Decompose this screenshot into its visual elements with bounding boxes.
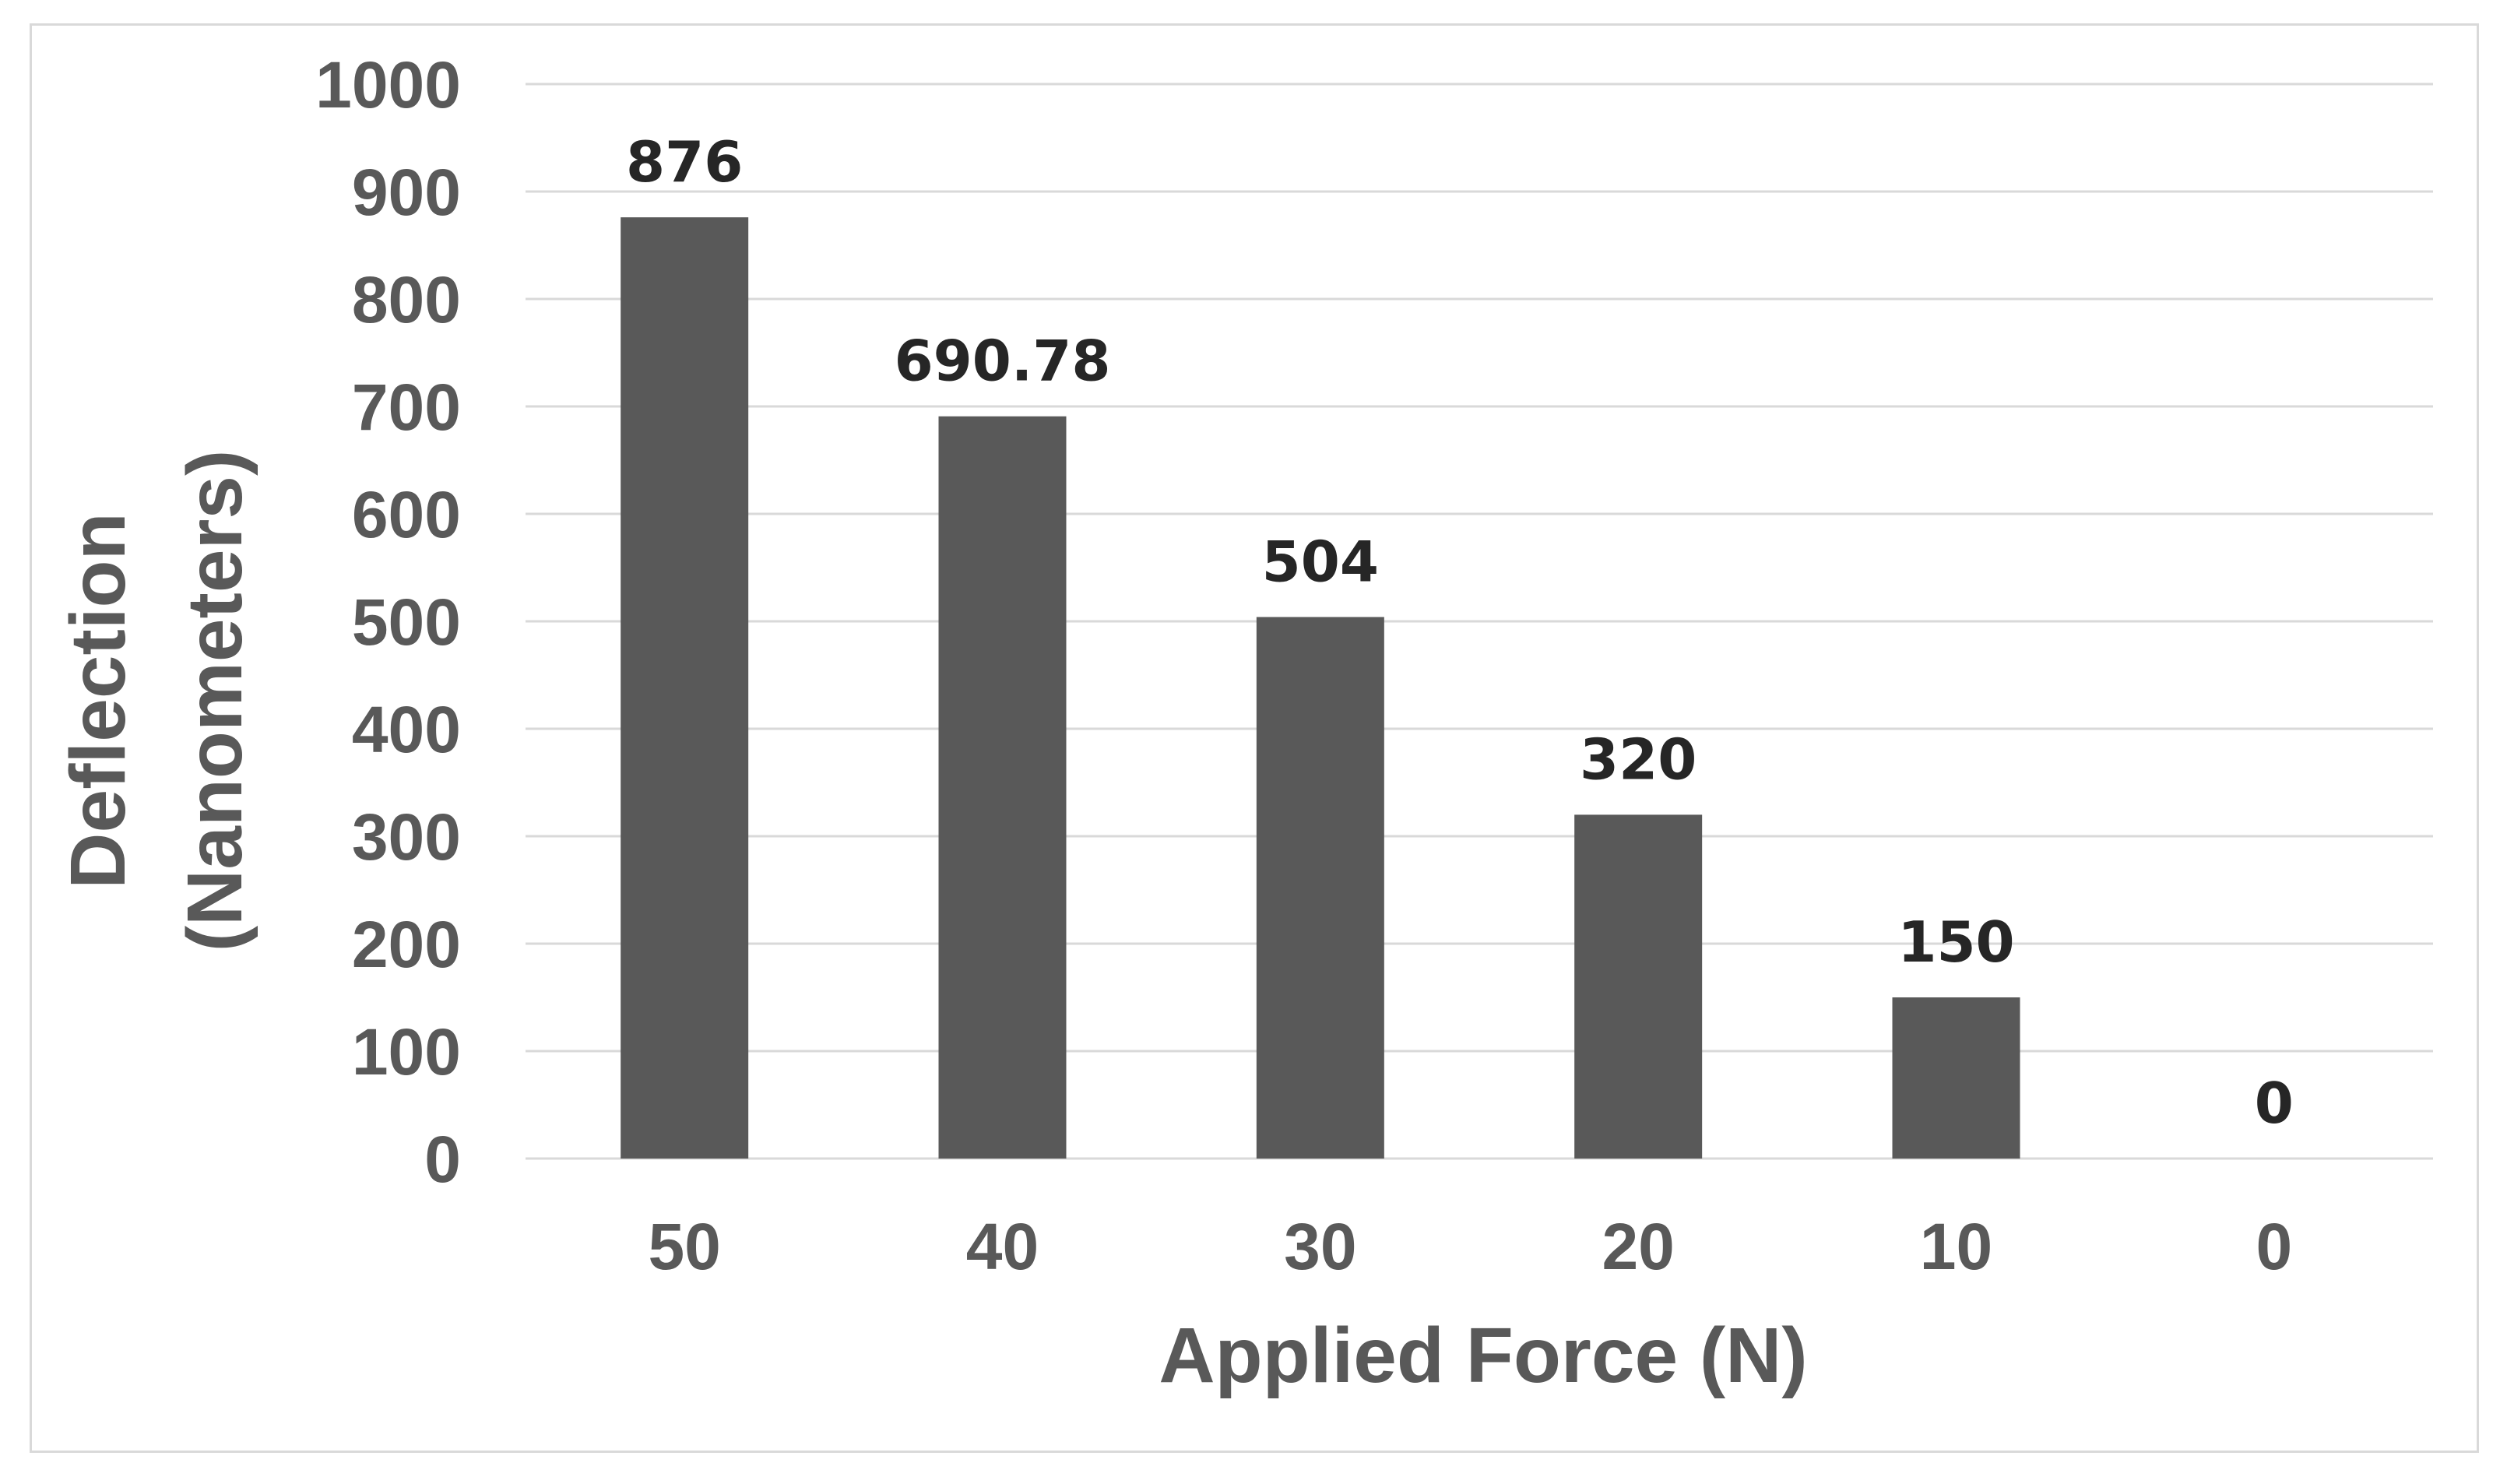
y-tick-label-400: 400 — [352, 693, 461, 766]
y-tick-label-800: 800 — [352, 263, 461, 336]
y-tick-label-1000: 1000 — [315, 48, 461, 121]
x-axis-ticks: 50 40 30 20 10 0 — [648, 1210, 2292, 1283]
y-tick-label-100: 100 — [352, 1015, 461, 1088]
x-tick-label-50: 50 — [648, 1210, 720, 1283]
x-tick-label-0: 0 — [2256, 1210, 2292, 1283]
y-axis-ticks: 0 100 200 300 400 500 600 700 800 900 1000 — [315, 48, 461, 1196]
bars — [621, 217, 2020, 1159]
data-label-30: 504 — [1262, 529, 1379, 594]
x-tick-label-40: 40 — [966, 1210, 1039, 1283]
chart-frame — [30, 23, 2479, 1453]
y-axis-title-line2: (Nanometers) — [171, 450, 258, 952]
bar-10 — [1892, 997, 2020, 1159]
y-tick-label-200: 200 — [352, 908, 461, 981]
x-axis-title: Applied Force (N) — [1159, 1312, 1807, 1399]
bar-40 — [938, 416, 1067, 1159]
x-tick-label-10: 10 — [1920, 1210, 1992, 1283]
y-axis-title-line1: Deflection — [55, 512, 142, 888]
data-label-10: 150 — [1897, 909, 2014, 975]
y-tick-label-600: 600 — [352, 478, 461, 551]
y-tick-label-500: 500 — [352, 586, 461, 659]
x-tick-label-30: 30 — [1284, 1210, 1356, 1283]
data-labels: 876 690.78 504 320 150 0 — [626, 129, 2294, 1136]
data-label-20: 320 — [1580, 726, 1697, 792]
y-tick-label-900: 900 — [352, 156, 461, 229]
bar-20 — [1574, 814, 1703, 1159]
data-label-50: 876 — [626, 129, 743, 195]
data-label-0: 0 — [2255, 1071, 2294, 1136]
gridlines — [526, 83, 2433, 1160]
y-tick-label-300: 300 — [352, 800, 461, 874]
data-label-40: 690.78 — [895, 329, 1111, 394]
x-tick-label-20: 20 — [1602, 1210, 1674, 1283]
bar-50 — [621, 217, 749, 1159]
bar-30 — [1256, 617, 1384, 1159]
y-tick-label-0: 0 — [424, 1123, 461, 1196]
y-axis-title: Deflection (Nanometers) — [55, 450, 258, 952]
y-tick-label-700: 700 — [352, 371, 461, 444]
